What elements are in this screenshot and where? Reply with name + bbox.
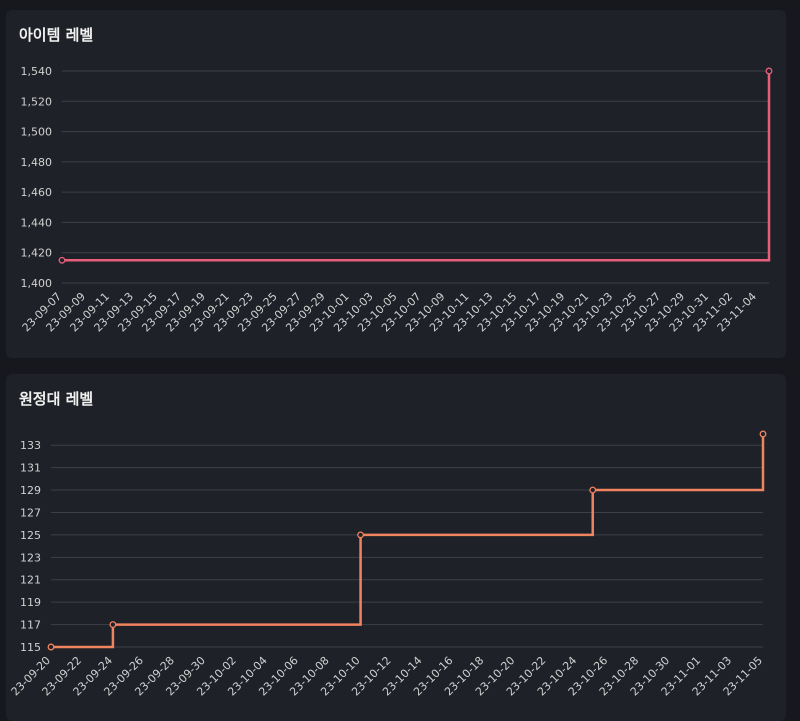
item-level-chart: 1,400 1,420 1,440 1,460 1,480 1,500 1,520 1,540…	[20, 65, 773, 334]
y-tick-label: 1,460	[21, 186, 53, 199]
y-tick-label: 121	[20, 574, 41, 587]
y-tick-label: 1,400	[21, 277, 53, 290]
expedition-level-chart-title: 원정대 레벨	[19, 390, 94, 408]
y-tick-label: 125	[20, 529, 41, 542]
data-point[interactable]	[589, 486, 597, 494]
y-tick-label: 119	[20, 596, 41, 609]
data-point[interactable]	[47, 643, 55, 651]
series-line	[62, 71, 771, 262]
y-tick-label: 127	[20, 506, 41, 519]
expedition-level-chart: 11511711912112312512712913113323-09-2023…	[9, 430, 767, 698]
y-tick-label: 1,520	[21, 95, 53, 108]
data-point[interactable]	[109, 621, 117, 629]
data-point[interactable]	[759, 430, 767, 438]
item-level-chart-title: 아이템 레벨	[19, 26, 94, 44]
data-point[interactable]	[765, 67, 773, 75]
y-tick-label: 133	[20, 439, 41, 452]
y-tick-label: 117	[20, 619, 41, 632]
data-point[interactable]	[357, 531, 365, 539]
y-tick-label: 131	[20, 462, 41, 475]
y-tick-label: 129	[20, 484, 41, 497]
y-tick-label: 1,500	[21, 126, 53, 139]
y-tick-label: 123	[20, 551, 41, 564]
y-tick-label: 115	[20, 641, 41, 654]
y-tick-label: 1,420	[21, 247, 53, 260]
data-point[interactable]	[58, 256, 66, 264]
expedition-level-card: 원정대 레벨 115 117 119 121 123 125 127 129 131 133 23-…	[6, 374, 786, 721]
y-tick-label: 1,480	[21, 156, 53, 169]
series-line	[51, 434, 765, 649]
item-level-card: 아이템 레벨 1,400 1,420 1,440 1,460 1,480 1,500 1,5…	[6, 10, 786, 358]
y-tick-label: 1,540	[21, 65, 53, 78]
y-tick-label: 1,440	[21, 216, 53, 229]
